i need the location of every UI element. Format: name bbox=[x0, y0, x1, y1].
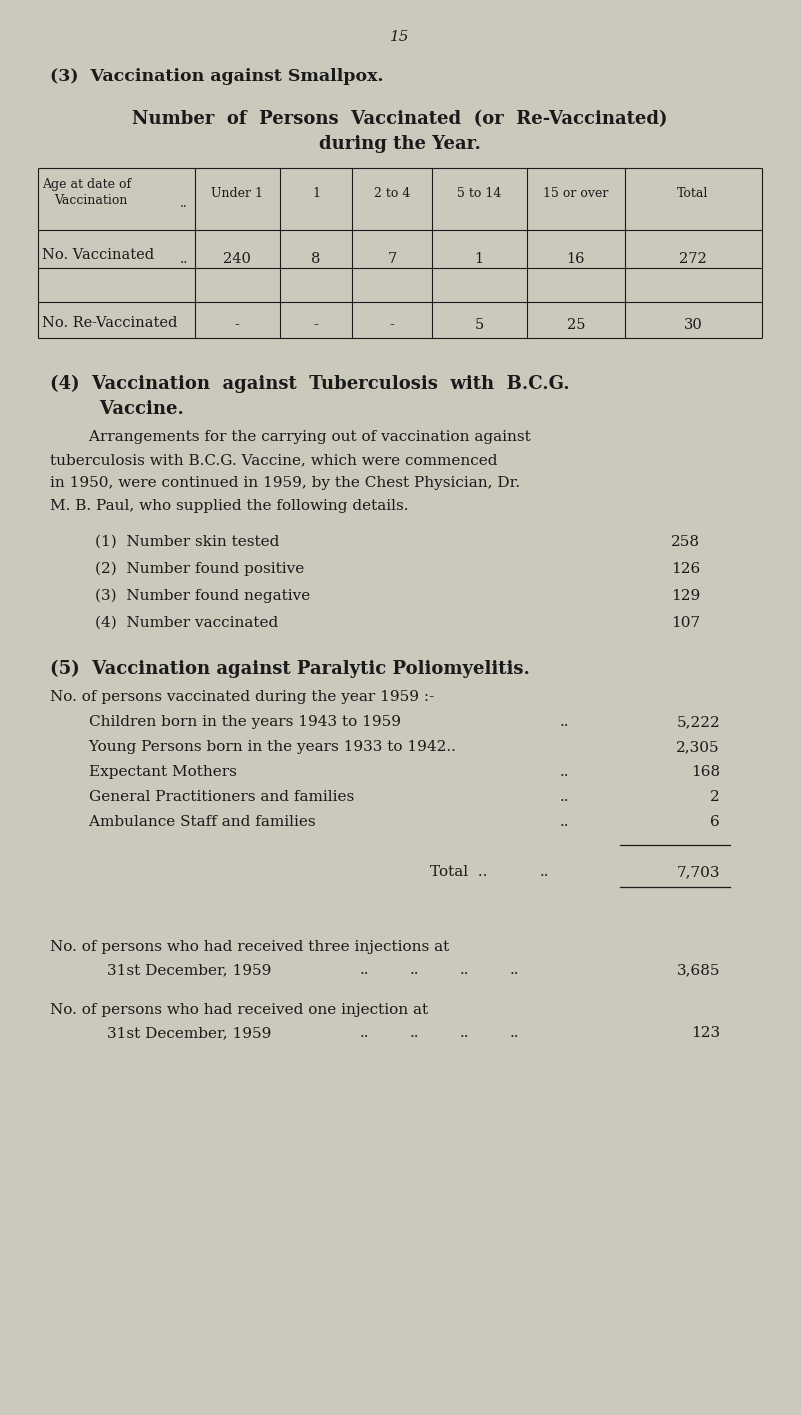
Text: 30: 30 bbox=[683, 318, 702, 333]
Text: ..: .. bbox=[560, 766, 570, 780]
Text: tuberculosis with B.C.G. Vaccine, which were commenced: tuberculosis with B.C.G. Vaccine, which … bbox=[50, 453, 497, 467]
Text: Young Persons born in the years 1933 to 1942..: Young Persons born in the years 1933 to … bbox=[50, 740, 456, 754]
Text: ..: .. bbox=[510, 1026, 520, 1040]
Text: No. Re-Vaccinated: No. Re-Vaccinated bbox=[42, 316, 177, 330]
Text: 107: 107 bbox=[671, 616, 700, 630]
Text: Total  ..: Total .. bbox=[430, 865, 487, 879]
Text: 3,685: 3,685 bbox=[677, 964, 720, 976]
Text: 126: 126 bbox=[670, 562, 700, 576]
Text: 7: 7 bbox=[388, 252, 396, 266]
Text: ..: .. bbox=[410, 964, 420, 976]
Text: 2: 2 bbox=[710, 790, 720, 804]
Text: -: - bbox=[313, 318, 319, 333]
Text: 15: 15 bbox=[390, 30, 410, 44]
Text: ..: .. bbox=[460, 1026, 469, 1040]
Text: Children born in the years 1943 to 1959: Children born in the years 1943 to 1959 bbox=[50, 715, 401, 729]
Text: 8: 8 bbox=[312, 252, 320, 266]
Text: 2,305: 2,305 bbox=[676, 740, 720, 754]
Text: during the Year.: during the Year. bbox=[319, 134, 481, 153]
Text: Vaccine.: Vaccine. bbox=[50, 400, 184, 417]
Text: 258: 258 bbox=[671, 535, 700, 549]
Text: 6: 6 bbox=[710, 815, 720, 829]
Text: (1)  Number skin tested: (1) Number skin tested bbox=[95, 535, 280, 549]
Text: ..: .. bbox=[540, 865, 549, 879]
Text: -: - bbox=[235, 318, 239, 333]
Text: ..: .. bbox=[410, 1026, 420, 1040]
Text: Expectant Mothers: Expectant Mothers bbox=[50, 766, 237, 780]
Text: Total: Total bbox=[678, 187, 709, 200]
Text: ..: .. bbox=[180, 197, 188, 209]
Text: ..: .. bbox=[360, 964, 369, 976]
Text: (3)  Number found negative: (3) Number found negative bbox=[95, 589, 310, 603]
Text: ..: .. bbox=[560, 715, 570, 729]
Text: 1: 1 bbox=[474, 252, 484, 266]
Text: No. of persons who had received three injections at: No. of persons who had received three in… bbox=[50, 940, 449, 954]
Text: Under 1: Under 1 bbox=[211, 187, 263, 200]
Text: (3)  Vaccination against Smallpox.: (3) Vaccination against Smallpox. bbox=[50, 68, 384, 85]
Text: 1: 1 bbox=[312, 187, 320, 200]
Text: (2)  Number found positive: (2) Number found positive bbox=[95, 562, 304, 576]
Text: 2 to 4: 2 to 4 bbox=[374, 187, 410, 200]
Text: ..: .. bbox=[360, 1026, 369, 1040]
Text: (5)  Vaccination against Paralytic Poliomyelitis.: (5) Vaccination against Paralytic Poliom… bbox=[50, 659, 530, 678]
Text: 7,703: 7,703 bbox=[677, 865, 720, 879]
Text: Ambulance Staff and families: Ambulance Staff and families bbox=[50, 815, 316, 829]
Text: 272: 272 bbox=[679, 252, 706, 266]
Text: ..: .. bbox=[560, 815, 570, 829]
Text: 15 or over: 15 or over bbox=[543, 187, 609, 200]
Text: Arrangements for the carrying out of vaccination against: Arrangements for the carrying out of vac… bbox=[50, 430, 531, 444]
Text: M. B. Paul, who supplied the following details.: M. B. Paul, who supplied the following d… bbox=[50, 499, 409, 514]
Text: Number  of  Persons  Vaccinated  (or  Re-Vaccinated): Number of Persons Vaccinated (or Re-Vacc… bbox=[132, 110, 668, 127]
Text: 123: 123 bbox=[691, 1026, 720, 1040]
Text: 31st December, 1959: 31st December, 1959 bbox=[68, 964, 272, 976]
Text: ..: .. bbox=[179, 252, 188, 266]
Text: General Practitioners and families: General Practitioners and families bbox=[50, 790, 354, 804]
Text: 5,222: 5,222 bbox=[676, 715, 720, 729]
Text: 168: 168 bbox=[691, 766, 720, 780]
Text: 5: 5 bbox=[474, 318, 484, 333]
Text: 31st December, 1959: 31st December, 1959 bbox=[68, 1026, 272, 1040]
Text: ..: .. bbox=[560, 790, 570, 804]
Text: No. of persons vaccinated during the year 1959 :-: No. of persons vaccinated during the yea… bbox=[50, 691, 434, 705]
Text: in 1950, were continued in 1959, by the Chest Physician, Dr.: in 1950, were continued in 1959, by the … bbox=[50, 475, 520, 490]
Text: (4)  Vaccination  against  Tuberculosis  with  B.C.G.: (4) Vaccination against Tuberculosis wit… bbox=[50, 375, 570, 393]
Text: 5 to 14: 5 to 14 bbox=[457, 187, 501, 200]
Text: ..: .. bbox=[460, 964, 469, 976]
Text: Age at date of: Age at date of bbox=[42, 178, 131, 191]
Text: (4)  Number vaccinated: (4) Number vaccinated bbox=[95, 616, 278, 630]
Text: 16: 16 bbox=[567, 252, 586, 266]
Text: No. of persons who had received one injection at: No. of persons who had received one inje… bbox=[50, 1003, 428, 1017]
Text: 240: 240 bbox=[223, 252, 251, 266]
Text: -: - bbox=[389, 318, 394, 333]
Text: Vaccination: Vaccination bbox=[54, 194, 127, 207]
Text: 129: 129 bbox=[670, 589, 700, 603]
Text: ..: .. bbox=[510, 964, 520, 976]
Text: 25: 25 bbox=[567, 318, 586, 333]
Text: No. Vaccinated: No. Vaccinated bbox=[42, 248, 154, 262]
